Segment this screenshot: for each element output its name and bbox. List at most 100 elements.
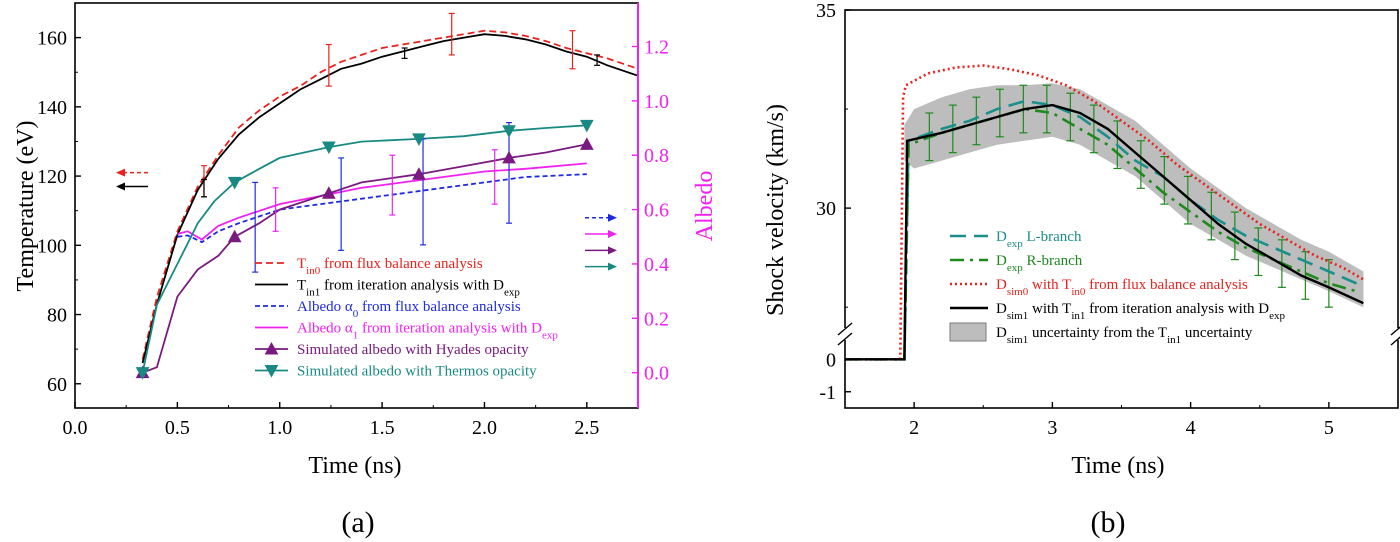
- legend-entry: Tin1 from iteration analysis with Dexp: [255, 278, 520, 299]
- error-bar: [594, 54, 601, 66]
- right-tick-label: 0.8: [644, 145, 669, 167]
- triangle-up-marker: [579, 137, 594, 150]
- series-line-3: [177, 162, 587, 241]
- y-tick-label: 160: [37, 28, 67, 50]
- panel-a-right-axis-label: Albedo: [692, 171, 718, 242]
- panel-a-x-ticks: 0.0 0.5 1.0 1.5 2.0 2.5: [63, 402, 599, 439]
- error-bar: [506, 121, 513, 224]
- panel-b-x-ticks: 2 3 4 5: [844, 402, 1399, 439]
- y-tick-label: -1: [819, 382, 836, 404]
- panel-b-x-axis-label: Time (ns): [1071, 453, 1164, 479]
- panel-a-right-ticks: 0.0 0.2 0.4 0.6 0.8 1.0 1.2: [632, 36, 669, 385]
- series-line-4: [142, 143, 587, 374]
- legend-entry: Tin0 from flux balance analysis: [255, 256, 483, 277]
- legend-label: Dexp L-branch: [996, 229, 1082, 250]
- error-bar: [972, 96, 981, 146]
- triangle-up-marker: [502, 150, 516, 164]
- x-tick-label: 2.5: [574, 417, 599, 439]
- y-tick-label: 120: [37, 166, 67, 188]
- panel-a-x-axis-label: Time (ns): [308, 453, 401, 479]
- axis-break: [837, 322, 1400, 346]
- triangle-down-marker: [227, 176, 242, 190]
- legend-entry: Dsim0 with Tin0 from flux balance analys…: [950, 277, 1248, 298]
- legend-entry: Albedo α0 from flux balance analysis: [255, 299, 521, 320]
- panel-b-y-ticks: -1 0 30 35: [816, 0, 851, 404]
- axis-indicator-arrow: [585, 230, 617, 239]
- panel-a-y-ticks: 60 80 100 120 140 160: [37, 28, 81, 396]
- legend-entry: Dexp R-branch: [950, 253, 1083, 274]
- legend-entry: Albedo α1 from iteration analysis with D…: [255, 321, 558, 342]
- axis-indicator-arrow: [116, 182, 148, 191]
- panel-b-legend: Dexp L-branch Dexp R-branch Dsim0 with Tin…: [949, 229, 1285, 346]
- legend-label: Tin1 from iteration analysis with Dexp: [297, 278, 520, 299]
- x-tick-label: 0.5: [165, 417, 190, 439]
- y-tick-label: 0: [826, 349, 836, 371]
- legend-entry: Dexp L-branch: [950, 229, 1082, 250]
- axis-indicator-arrow: [116, 168, 148, 177]
- axis-indicator-arrow: [585, 213, 617, 222]
- legend-label: Dexp R-branch: [996, 253, 1083, 274]
- uncertainty-band-area: [904, 83, 1364, 308]
- y-tick-label: 80: [47, 305, 67, 327]
- right-tick-label: 0.4: [644, 254, 669, 276]
- right-tick-label: 0.6: [644, 200, 669, 222]
- triangle-down-marker: [322, 141, 336, 155]
- axis-indicator-arrow: [585, 262, 617, 271]
- uncertainty-band: [904, 83, 1364, 308]
- legend-label: Simulated albedo with Hyades opacity: [297, 342, 529, 358]
- series-line-3: [845, 103, 1364, 361]
- series-line-2: [177, 173, 587, 244]
- legend-marker: [264, 365, 279, 378]
- triangle-down-marker: [579, 119, 594, 133]
- error-bar: [995, 88, 1004, 138]
- series-line-1: [141, 33, 639, 364]
- panel-a-series: [141, 29, 639, 374]
- legend-entry: Dsim1 with Tin1 from iteration analysis …: [950, 301, 1285, 322]
- error-bar: [1066, 92, 1075, 142]
- panel-b-frame: [844, 9, 1399, 409]
- right-tick-label: 0.0: [644, 363, 669, 385]
- triangle-down-marker: [135, 367, 150, 380]
- legend-label: Simulated albedo with Thermos opacity: [297, 364, 537, 380]
- error-bar: [389, 154, 396, 216]
- legend-label: Dsim1 uncertainty from the Tin1 uncertai…: [996, 325, 1253, 346]
- legend-label: Dsim1 with Tin1 from iteration analysis …: [996, 301, 1285, 322]
- error-bar: [1042, 84, 1051, 134]
- x-tick-label: 3: [1047, 417, 1057, 439]
- y-tick-label: 100: [37, 235, 67, 257]
- panel-b-series: [845, 64, 1365, 361]
- panel-b-y-axis-label: Shock velocity (km/s): [763, 104, 789, 316]
- error-bar: [252, 181, 259, 273]
- x-tick-label: 1.5: [370, 417, 395, 439]
- legend-entry: Simulated albedo with Thermos opacity: [255, 364, 537, 380]
- x-tick-label: 1.0: [267, 417, 292, 439]
- axis-indicator-arrow: [585, 246, 617, 255]
- x-tick-label: 2: [909, 417, 919, 439]
- panel-b-error-bars: [925, 84, 1333, 308]
- right-tick-label: 0.2: [644, 308, 669, 330]
- x-tick-label: 2.0: [472, 417, 497, 439]
- right-tick-label: 1.0: [644, 91, 669, 113]
- panel-a-markers: [135, 119, 594, 380]
- right-tick-label: 1.2: [644, 36, 669, 58]
- series-line-1: [845, 107, 1357, 361]
- triangle-up-marker: [412, 167, 426, 180]
- triangle-up-marker: [227, 229, 242, 243]
- panel-a-axis-arrows: [116, 168, 617, 271]
- legend-label: Albedo α0 from flux balance analysis: [297, 299, 521, 320]
- legend-entry: Dsim1 uncertainty from the Tin1 uncertai…: [949, 322, 1253, 346]
- panel-a-error-bars: [200, 12, 601, 273]
- legend-label: Dsim0 with Tin0 from flux balance analys…: [996, 277, 1248, 298]
- panel-b: 2 3 4 5 -1 0 30 35 Time (ns) Shock velocity (k…: [763, 0, 1400, 539]
- series-line-0: [141, 29, 639, 360]
- error-bar: [200, 178, 207, 198]
- error-bar: [325, 43, 332, 87]
- y-tick-label: 30: [816, 198, 836, 220]
- y-tick-label: 140: [37, 97, 67, 119]
- caption-b: (b): [1091, 506, 1126, 539]
- error-bar: [401, 47, 408, 59]
- error-bar: [448, 12, 455, 56]
